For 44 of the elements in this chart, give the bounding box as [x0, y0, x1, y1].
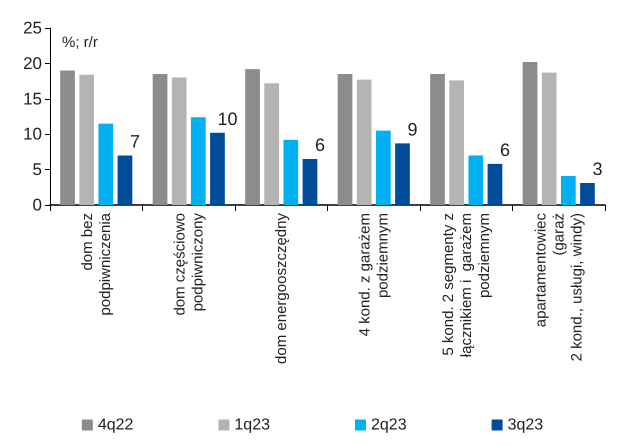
bar — [430, 74, 445, 205]
x-tick-label: dom energooszczędny — [272, 212, 290, 364]
legend-label: 2q23 — [371, 416, 407, 434]
bar — [356, 80, 372, 205]
bar — [376, 130, 391, 205]
bar — [210, 132, 225, 205]
bar — [302, 158, 318, 205]
bar — [580, 183, 595, 205]
bar — [468, 155, 484, 205]
bar — [152, 74, 168, 205]
bar — [395, 143, 410, 205]
y-tick-label: 5 — [32, 160, 42, 180]
bar — [118, 155, 132, 205]
bar — [98, 124, 114, 205]
x-tick-label: dom bez podpiwniczenia — [78, 212, 114, 316]
bar — [264, 83, 280, 205]
bar — [79, 74, 94, 205]
y-tick-label: 25 — [23, 18, 42, 38]
bar — [560, 176, 576, 205]
bar — [488, 164, 502, 205]
y-axis-title: %; r/r — [62, 34, 98, 51]
bar — [283, 140, 298, 205]
bar — [172, 78, 187, 205]
legend-label: 3q23 — [508, 416, 544, 434]
bar — [245, 69, 260, 205]
data-label: 3 — [592, 159, 602, 180]
bar — [338, 74, 352, 205]
bar — [449, 80, 464, 205]
bar — [190, 117, 206, 205]
data-label: 6 — [314, 134, 325, 155]
data-label: 6 — [500, 140, 510, 160]
data-label: 9 — [407, 119, 418, 140]
legend-label: 1q23 — [234, 416, 270, 434]
legend-label: 4q22 — [98, 416, 134, 434]
data-label: 10 — [217, 108, 238, 129]
bar — [60, 70, 75, 205]
bar — [522, 62, 538, 205]
y-tick-label: 15 — [23, 89, 42, 108]
data-label: 7 — [130, 131, 140, 152]
y-tick-label: 20 — [23, 54, 42, 73]
y-tick-label: 10 — [23, 124, 42, 144]
y-tick-label: 0 — [32, 196, 42, 214]
bar — [542, 72, 557, 205]
x-tick-label: apartamentowiec (garaż 2 kond., usługi, windy) — [532, 212, 586, 362]
